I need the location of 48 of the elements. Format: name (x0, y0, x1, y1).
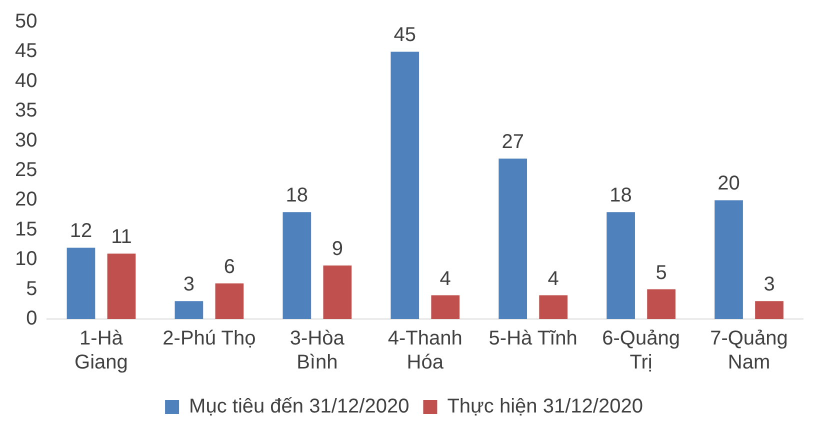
bar (66, 248, 96, 319)
x-tick-label: 1-Hà Giang (74, 328, 128, 374)
y-tick-label: 25 (14, 159, 38, 182)
bar (714, 200, 743, 319)
legend-label: Mục tiêu đến 31/12/2020 (189, 396, 410, 418)
data-label: 4 (440, 268, 451, 290)
bar (539, 295, 568, 319)
data-label: 4 (548, 268, 559, 290)
data-label: 3 (764, 274, 775, 296)
y-tick-label: 0 (26, 308, 38, 330)
y-tick-label: 10 (14, 248, 38, 270)
data-label: 45 (394, 24, 416, 46)
y-tick-label: 50 (14, 10, 38, 33)
bar (174, 301, 204, 319)
bar (647, 289, 676, 319)
y-tick-label: 5 (26, 278, 38, 300)
y-tick-label: 15 (14, 218, 38, 240)
data-label: 11 (111, 226, 132, 248)
y-tick-label: 20 (14, 188, 38, 211)
y-tick-label: 40 (14, 70, 38, 92)
bar (215, 283, 244, 319)
bar (431, 295, 460, 319)
bar (755, 301, 784, 319)
bar (323, 266, 352, 319)
x-tick-label: 4-Thanh Hóa (388, 328, 462, 374)
data-label: 20 (718, 172, 740, 195)
data-label: 6 (224, 256, 235, 278)
x-tick-label: 5-Hà Tĩnh (488, 328, 578, 350)
bar (606, 212, 635, 319)
x-tick-label: 6-Quảng Trị (602, 328, 680, 374)
x-tick-label: 2-Phú Thọ (162, 328, 256, 350)
legend-label: Thực hiện 31/12/2020 (447, 396, 643, 418)
data-label: 3 (183, 274, 195, 296)
data-label: 18 (610, 184, 632, 207)
bar (498, 158, 528, 319)
data-label: 27 (502, 131, 524, 154)
y-tick-label: 35 (14, 100, 38, 122)
data-label: 9 (332, 238, 343, 260)
bar (107, 254, 136, 319)
y-tick-label: 45 (14, 40, 38, 62)
x-tick-label: 7-Quảng Nam (710, 328, 788, 374)
bar (390, 52, 420, 319)
x-tick-label: 3-Hòa Bình (290, 328, 346, 374)
data-label: 12 (70, 220, 92, 242)
y-tick-label: 30 (14, 129, 38, 152)
data-label: 18 (286, 184, 308, 207)
data-label: 5 (656, 262, 667, 284)
bar (282, 212, 312, 319)
